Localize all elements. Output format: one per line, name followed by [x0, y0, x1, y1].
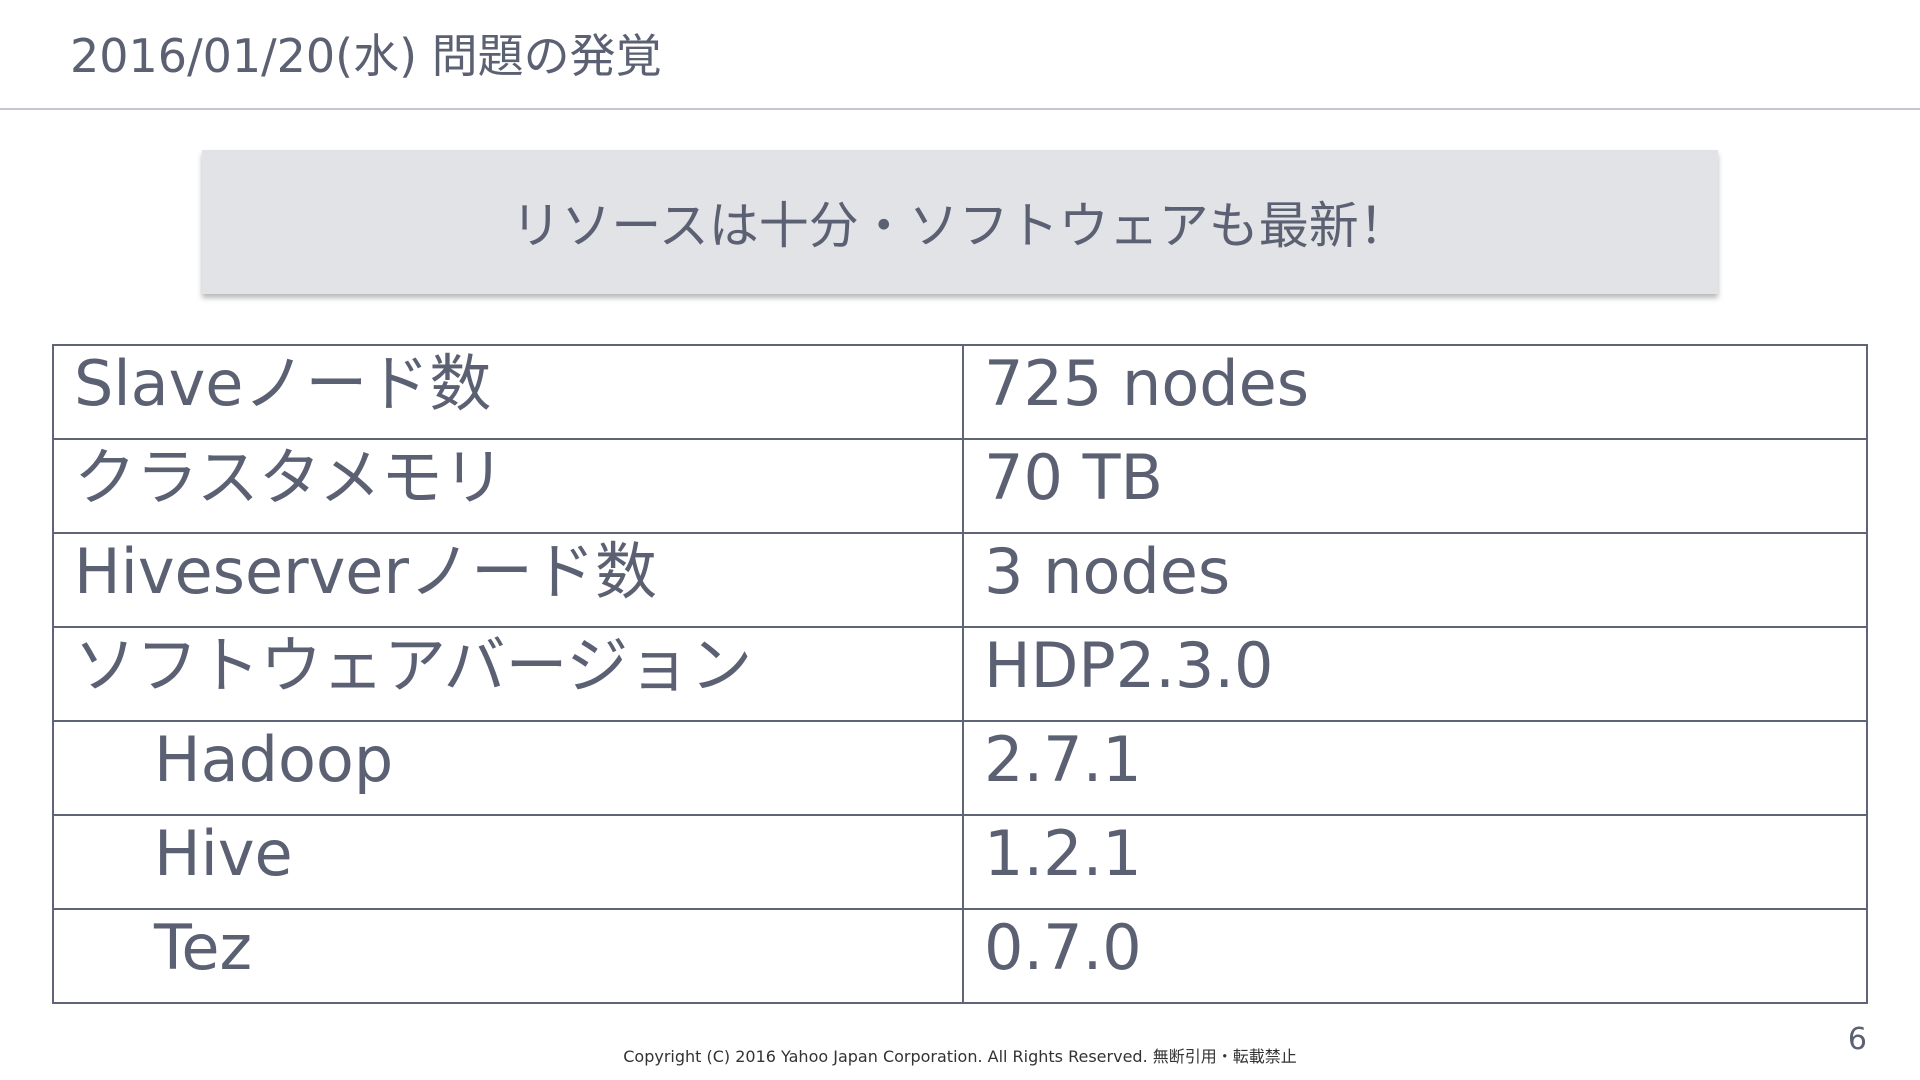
table-row: Hiveserverノード数 3 nodes: [52, 532, 1868, 628]
row-label: Hadoop: [52, 720, 964, 816]
row-label: クラスタメモリ: [52, 438, 964, 534]
row-value: 1.2.1: [962, 814, 1868, 910]
callout-box: リソースは十分・ソフトウェアも最新！: [202, 150, 1718, 294]
title-divider: [0, 108, 1920, 110]
table-row: Hadoop 2.7.1: [52, 720, 1868, 816]
spec-table: Slaveノード数 725 nodes クラスタメモリ 70 TB Hivese…: [52, 344, 1868, 1004]
row-label: Slaveノード数: [52, 344, 964, 440]
row-label: Hive: [52, 814, 964, 910]
row-value: HDP2.3.0: [962, 626, 1868, 722]
table-row: クラスタメモリ 70 TB: [52, 438, 1868, 534]
row-value: 3 nodes: [962, 532, 1868, 628]
table-row: Hive 1.2.1: [52, 814, 1868, 910]
table-row: Tez 0.7.0: [52, 908, 1868, 1004]
row-label: Tez: [52, 908, 964, 1004]
row-value: 725 nodes: [962, 344, 1868, 440]
row-label: ソフトウェアバージョン: [52, 626, 964, 722]
slide-title: 2016/01/20(水) 問題の発覚: [70, 29, 662, 83]
table-row: ソフトウェアバージョン HDP2.3.0: [52, 626, 1868, 722]
row-value: 70 TB: [962, 438, 1868, 534]
row-value: 2.7.1: [962, 720, 1868, 816]
callout-text: リソースは十分・ソフトウェアも最新！: [511, 197, 1409, 255]
row-value: 0.7.0: [962, 908, 1868, 1004]
table-row: Slaveノード数 725 nodes: [52, 344, 1868, 440]
page-number: 6: [1847, 1022, 1867, 1057]
copyright-notice: Copyright (C) 2016 Yahoo Japan Corporati…: [623, 1047, 1297, 1066]
row-label: Hiveserverノード数: [52, 532, 964, 628]
